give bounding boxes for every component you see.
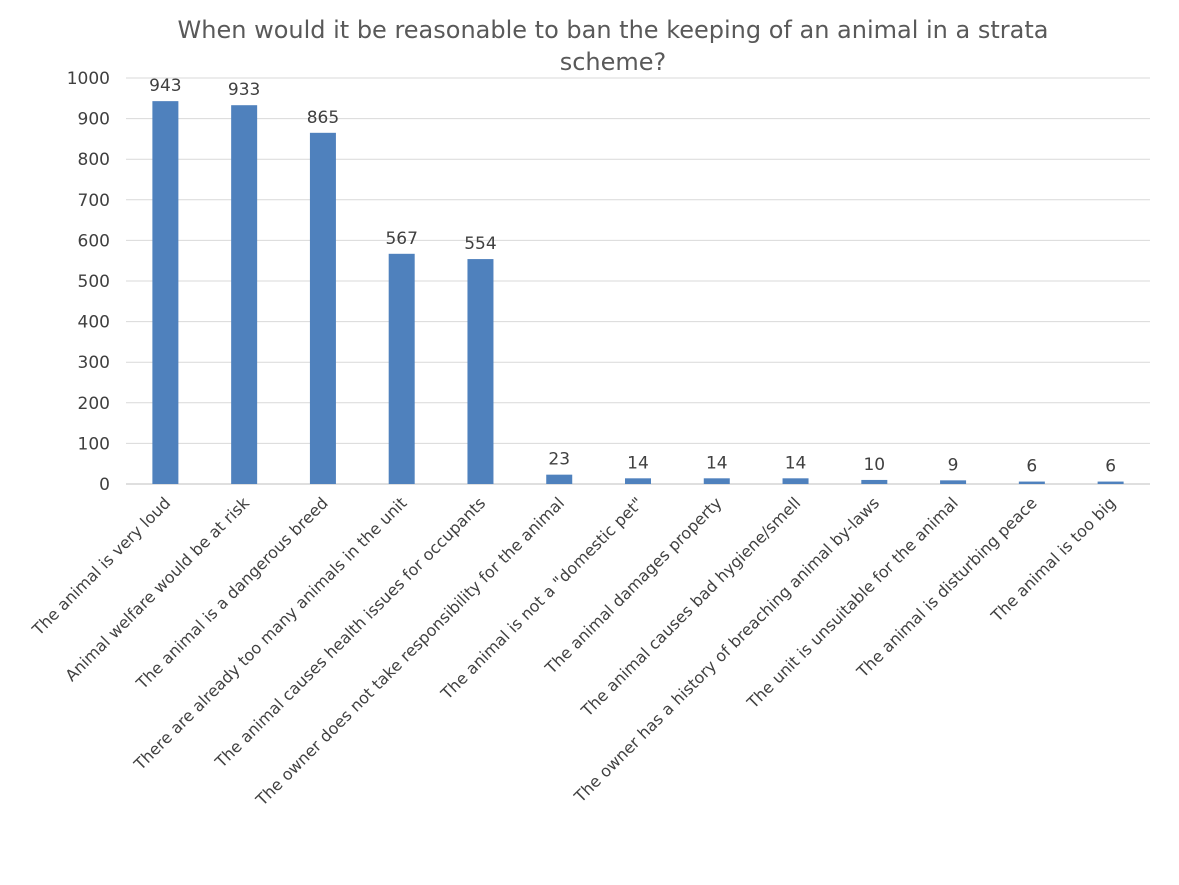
y-tick-label: 0	[99, 475, 110, 495]
data-label: 943	[149, 76, 181, 96]
y-tick-label: 200	[78, 394, 110, 414]
y-tick-label: 500	[78, 272, 110, 292]
chart-title-wrap: When would it be reasonable to ban the k…	[140, 14, 1086, 78]
y-tick-label: 100	[78, 434, 110, 454]
category-label: The owner does not take responsibility f…	[251, 493, 568, 810]
chart-title: When would it be reasonable to ban the k…	[177, 16, 1049, 76]
bar	[625, 478, 651, 484]
data-label: 567	[385, 229, 417, 249]
bar	[152, 101, 179, 484]
bar	[388, 253, 415, 484]
data-label: 554	[464, 234, 496, 254]
data-label: 23	[548, 450, 570, 470]
bar	[467, 259, 494, 484]
y-tick-label: 400	[78, 313, 110, 333]
bar	[231, 105, 258, 485]
bar	[309, 132, 336, 484]
y-tick-label: 700	[78, 191, 110, 211]
data-label: 9	[948, 455, 959, 475]
bar	[940, 480, 967, 484]
data-label: 933	[228, 80, 260, 100]
category-label: The owner has a history of breaching ani…	[570, 493, 883, 806]
data-label: 6	[1105, 457, 1116, 477]
category-label: There are already too many animals in th…	[130, 493, 411, 774]
data-label: 6	[1026, 457, 1037, 477]
bar	[1097, 481, 1124, 484]
bar	[703, 478, 730, 484]
category-label: The animal is very loud	[28, 493, 174, 639]
y-tick-label: 1000	[67, 69, 110, 89]
data-label: 14	[627, 453, 649, 473]
bar	[861, 479, 888, 484]
bar	[546, 474, 573, 484]
y-tick-label: 800	[78, 150, 110, 170]
data-label: 10	[863, 455, 885, 475]
bar	[782, 478, 809, 484]
y-tick-label: 600	[78, 231, 110, 251]
data-label: 14	[785, 453, 807, 473]
y-tick-label: 300	[78, 353, 110, 373]
data-label: 865	[307, 108, 339, 128]
category-label: The animal causes health issues for occu…	[211, 493, 490, 772]
bar	[1018, 481, 1045, 484]
y-tick-label: 900	[78, 110, 110, 130]
data-label: 14	[706, 453, 728, 473]
